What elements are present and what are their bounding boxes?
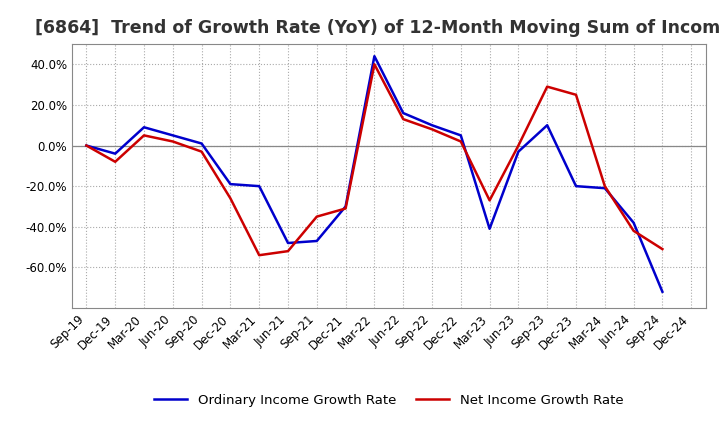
Net Income Growth Rate	[341, 206, 350, 211]
Net Income Growth Rate	[284, 249, 292, 254]
Ordinary Income Growth Rate	[197, 141, 206, 146]
Net Income Growth Rate	[82, 143, 91, 148]
Title: [6864]  Trend of Growth Rate (YoY) of 12-Month Moving Sum of Incomes: [6864] Trend of Growth Rate (YoY) of 12-…	[35, 19, 720, 37]
Ordinary Income Growth Rate	[168, 133, 177, 138]
Net Income Growth Rate	[226, 196, 235, 201]
Net Income Growth Rate	[312, 214, 321, 219]
Ordinary Income Growth Rate	[658, 289, 667, 294]
Ordinary Income Growth Rate	[284, 240, 292, 246]
Line: Ordinary Income Growth Rate: Ordinary Income Growth Rate	[86, 56, 662, 292]
Ordinary Income Growth Rate	[428, 123, 436, 128]
Ordinary Income Growth Rate	[600, 186, 609, 191]
Ordinary Income Growth Rate	[485, 226, 494, 231]
Ordinary Income Growth Rate	[543, 123, 552, 128]
Net Income Growth Rate	[428, 127, 436, 132]
Ordinary Income Growth Rate	[514, 149, 523, 154]
Ordinary Income Growth Rate	[226, 181, 235, 187]
Ordinary Income Growth Rate	[111, 151, 120, 156]
Net Income Growth Rate	[658, 246, 667, 252]
Net Income Growth Rate	[629, 228, 638, 234]
Ordinary Income Growth Rate	[341, 204, 350, 209]
Net Income Growth Rate	[543, 84, 552, 89]
Net Income Growth Rate	[255, 253, 264, 258]
Legend: Ordinary Income Growth Rate, Net Income Growth Rate: Ordinary Income Growth Rate, Net Income …	[149, 389, 629, 412]
Net Income Growth Rate	[456, 139, 465, 144]
Net Income Growth Rate	[485, 198, 494, 203]
Ordinary Income Growth Rate	[312, 238, 321, 244]
Net Income Growth Rate	[197, 149, 206, 154]
Ordinary Income Growth Rate	[399, 110, 408, 116]
Net Income Growth Rate	[370, 62, 379, 67]
Ordinary Income Growth Rate	[456, 133, 465, 138]
Ordinary Income Growth Rate	[370, 54, 379, 59]
Ordinary Income Growth Rate	[255, 183, 264, 189]
Net Income Growth Rate	[572, 92, 580, 97]
Net Income Growth Rate	[399, 117, 408, 122]
Ordinary Income Growth Rate	[140, 125, 148, 130]
Net Income Growth Rate	[514, 143, 523, 148]
Ordinary Income Growth Rate	[82, 143, 91, 148]
Net Income Growth Rate	[600, 183, 609, 189]
Line: Net Income Growth Rate: Net Income Growth Rate	[86, 64, 662, 255]
Net Income Growth Rate	[111, 159, 120, 165]
Net Income Growth Rate	[140, 133, 148, 138]
Ordinary Income Growth Rate	[572, 183, 580, 189]
Ordinary Income Growth Rate	[629, 220, 638, 225]
Net Income Growth Rate	[168, 139, 177, 144]
